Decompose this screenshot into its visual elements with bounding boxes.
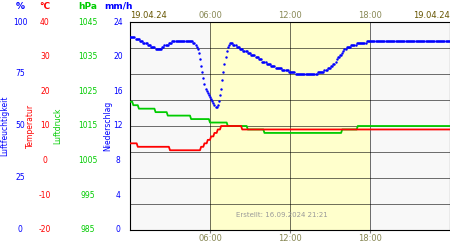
Text: 4: 4 <box>116 191 121 200</box>
Text: 06:00: 06:00 <box>198 10 222 20</box>
Text: -10: -10 <box>39 191 51 200</box>
Text: 100: 100 <box>13 18 27 26</box>
Text: 1015: 1015 <box>78 122 98 130</box>
Text: Luftfeuchtigkeit: Luftfeuchtigkeit <box>0 96 9 156</box>
Text: 75: 75 <box>15 70 25 78</box>
Text: 1025: 1025 <box>78 87 98 96</box>
Text: 20: 20 <box>113 52 123 61</box>
Text: Temperatur: Temperatur <box>26 104 35 148</box>
Text: 24: 24 <box>113 18 123 26</box>
Text: 12:00: 12:00 <box>278 10 302 20</box>
Text: hPa: hPa <box>78 2 98 11</box>
Text: mm/h: mm/h <box>104 2 132 11</box>
Text: 985: 985 <box>81 226 95 234</box>
Text: 0: 0 <box>116 226 121 234</box>
Text: 995: 995 <box>81 191 95 200</box>
Text: 30: 30 <box>40 52 50 61</box>
Text: Luftdruck: Luftdruck <box>54 108 63 144</box>
Text: Niederschlag: Niederschlag <box>104 101 112 151</box>
Text: 18:00: 18:00 <box>358 10 382 20</box>
Text: °C: °C <box>40 2 50 11</box>
Text: 10: 10 <box>40 122 50 130</box>
Text: 1005: 1005 <box>78 156 98 165</box>
Text: 0: 0 <box>18 226 22 234</box>
Text: -20: -20 <box>39 226 51 234</box>
Text: 40: 40 <box>40 18 50 26</box>
Text: 16: 16 <box>113 87 123 96</box>
Text: 8: 8 <box>116 156 121 165</box>
Text: 19.04.24: 19.04.24 <box>413 10 450 20</box>
Text: 1035: 1035 <box>78 52 98 61</box>
Text: 25: 25 <box>15 174 25 182</box>
Text: Erstellt: 16.09.2024 21:21: Erstellt: 16.09.2024 21:21 <box>236 212 327 218</box>
Text: 50: 50 <box>15 122 25 130</box>
Bar <box>210 22 370 230</box>
Text: 1045: 1045 <box>78 18 98 26</box>
Text: %: % <box>15 2 24 11</box>
Text: 19.04.24: 19.04.24 <box>130 10 167 20</box>
Text: 12: 12 <box>113 122 123 130</box>
Text: 0: 0 <box>43 156 47 165</box>
Text: 20: 20 <box>40 87 50 96</box>
